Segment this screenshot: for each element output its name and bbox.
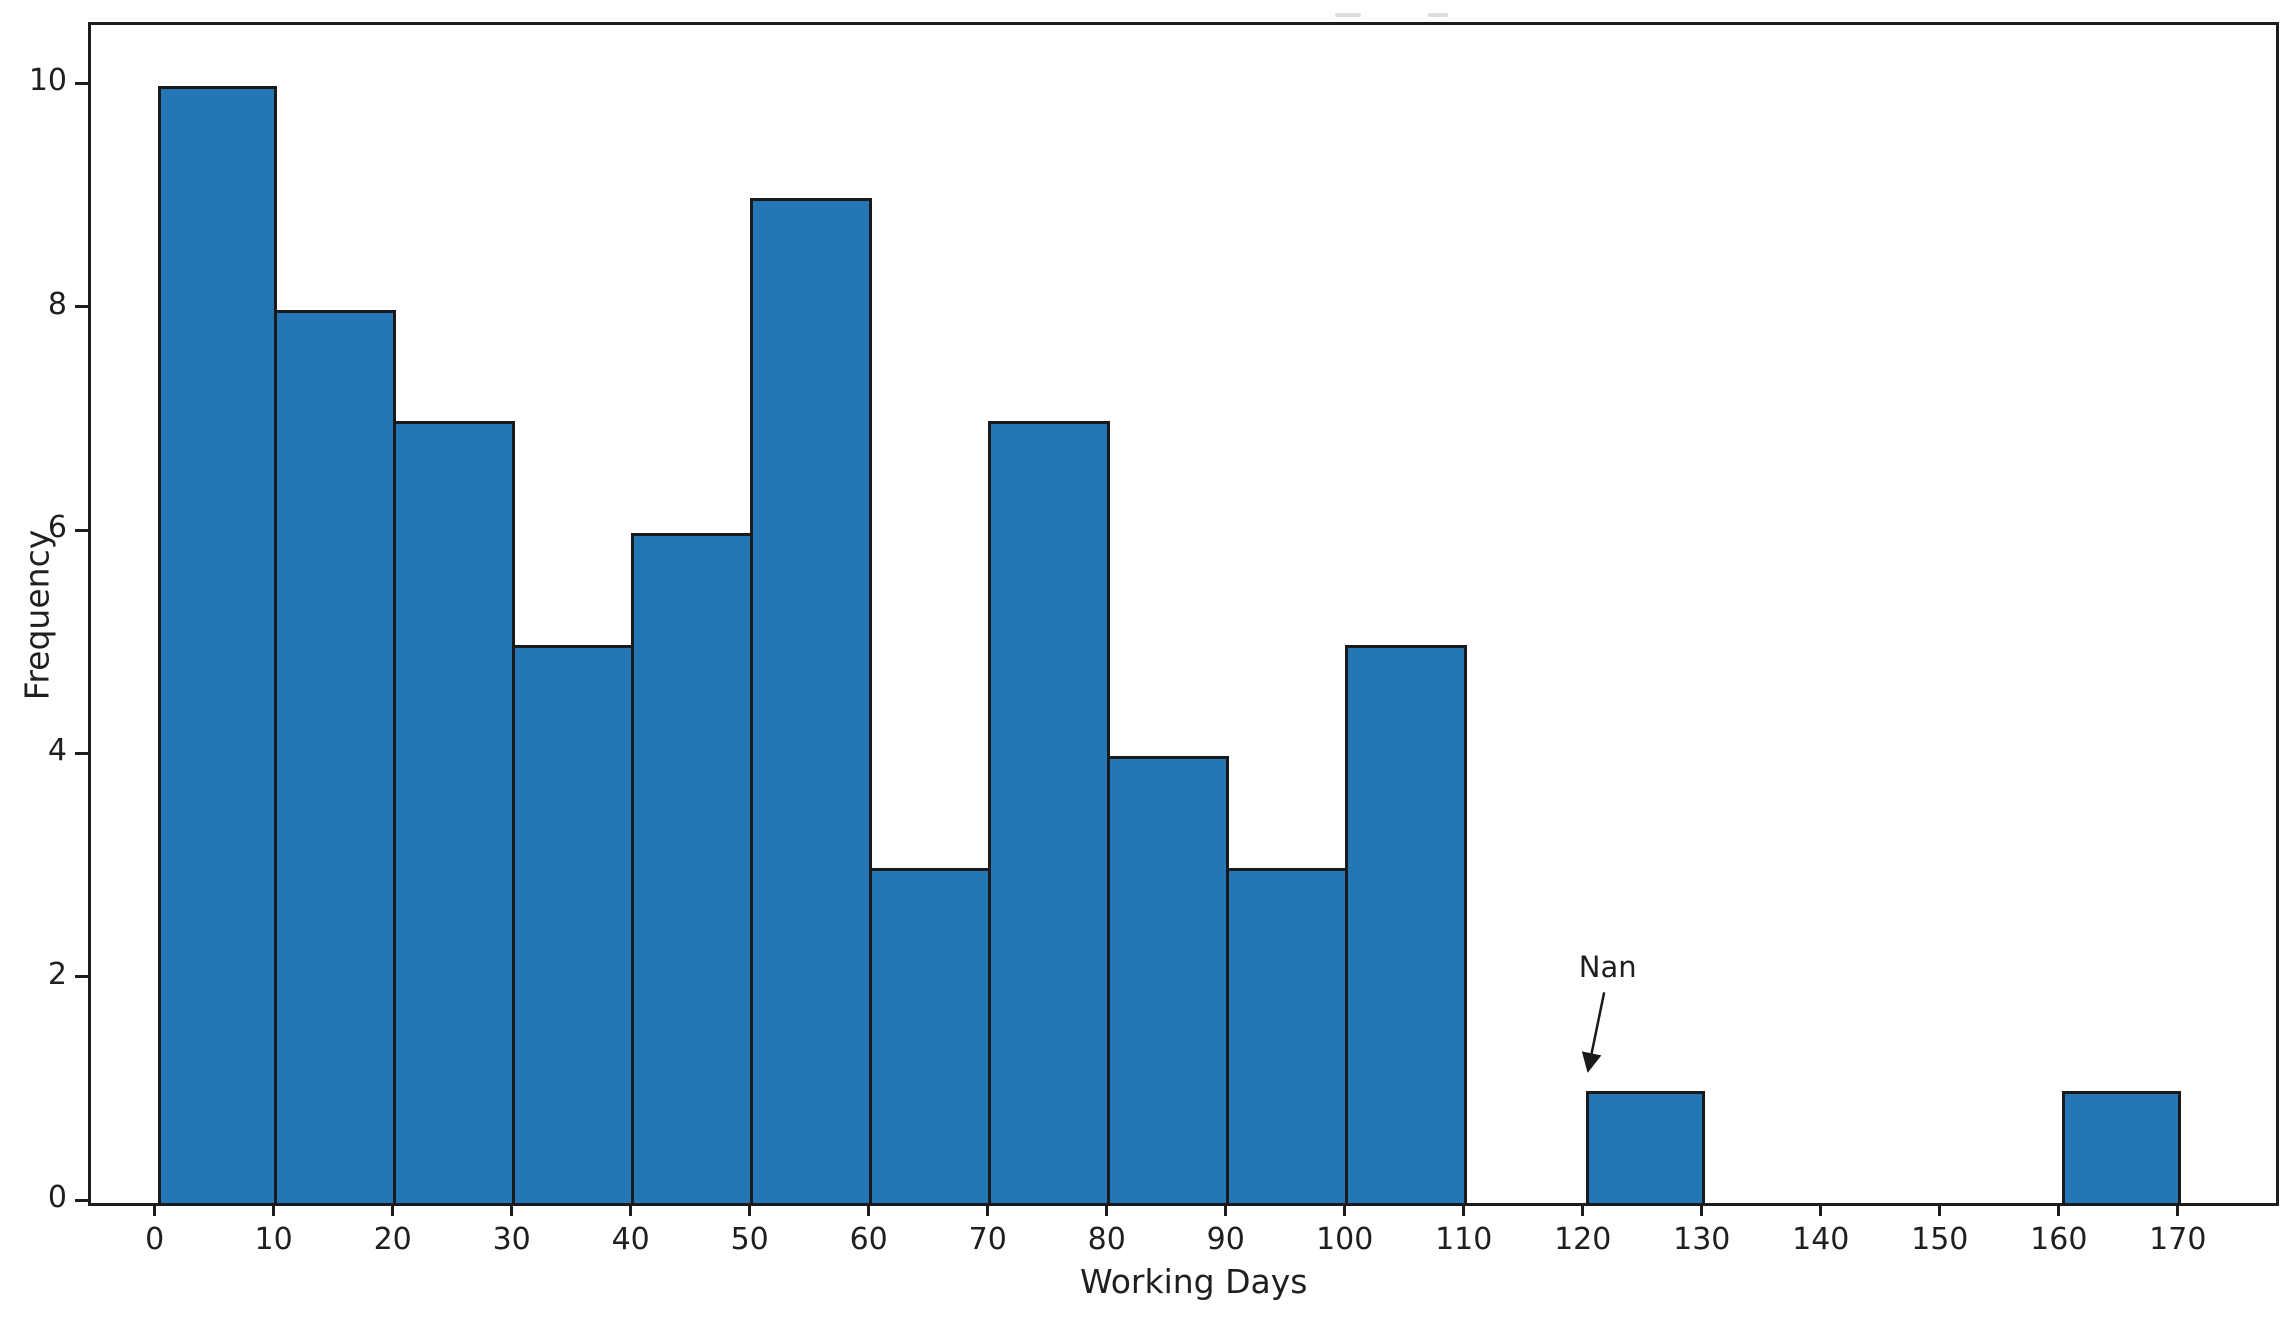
x-tick	[1462, 1203, 1466, 1216]
x-tick-label: 10	[254, 1222, 293, 1257]
histogram-bar	[1106, 756, 1229, 1206]
x-tick-label: 150	[1911, 1222, 1969, 1257]
x-tick	[272, 1203, 276, 1216]
x-tick	[1938, 1203, 1942, 1216]
histogram-bar	[273, 309, 396, 1206]
x-tick	[867, 1203, 871, 1216]
histogram-bar	[868, 868, 991, 1206]
y-tick-label: 8	[47, 286, 67, 322]
y-tick-label: 10	[28, 63, 67, 99]
x-tick	[1700, 1203, 1704, 1216]
x-tick-label: 140	[1792, 1222, 1850, 1257]
x-tick-label: 20	[373, 1222, 412, 1257]
top-artifact-dash	[1335, 13, 1361, 17]
x-tick	[2057, 1203, 2061, 1216]
x-tick	[748, 1203, 752, 1216]
x-tick	[1343, 1203, 1347, 1216]
histogram-bar	[1585, 1091, 1705, 1206]
y-tick	[75, 81, 88, 85]
annotation-nan-text: Nan	[1578, 949, 1637, 984]
x-tick	[153, 1203, 157, 1216]
histogram-bar	[987, 421, 1110, 1206]
x-tick-label: 0	[145, 1222, 165, 1257]
x-tick	[1819, 1203, 1823, 1216]
x-tick	[2176, 1203, 2180, 1216]
histogram-bar	[511, 644, 634, 1206]
x-tick-label: 130	[1673, 1222, 1731, 1257]
y-tick-label: 6	[47, 510, 67, 546]
x-tick-label: 90	[1206, 1222, 1245, 1257]
y-tick-label: 4	[47, 733, 67, 769]
histogram-bar	[630, 533, 753, 1206]
histogram-bar	[392, 421, 515, 1206]
x-tick	[510, 1203, 514, 1216]
y-axis-label: Frequency	[17, 529, 57, 701]
y-tick	[75, 975, 88, 979]
x-tick-label: 170	[2149, 1222, 2207, 1257]
histogram-bar	[749, 198, 872, 1206]
x-tick-label: 80	[1087, 1222, 1126, 1257]
x-tick	[1105, 1203, 1109, 1216]
x-tick-label: 110	[1435, 1222, 1493, 1257]
histogram-bar	[1225, 868, 1348, 1206]
x-tick-label: 40	[611, 1222, 650, 1257]
x-axis-label: Working Days	[1080, 1262, 1308, 1301]
x-tick-label: 70	[968, 1222, 1007, 1257]
x-tick-label: 100	[1316, 1222, 1374, 1257]
y-tick	[75, 528, 88, 532]
histogram-bar	[1344, 644, 1467, 1206]
top-artifact-dash	[1428, 13, 1448, 17]
x-tick-label: 120	[1554, 1222, 1612, 1257]
x-tick-label: 160	[2030, 1222, 2088, 1257]
x-tick	[1224, 1203, 1228, 1216]
y-tick	[75, 751, 88, 755]
x-tick-label: 30	[492, 1222, 531, 1257]
y-tick	[75, 305, 88, 309]
x-tick-label: 50	[730, 1222, 769, 1257]
x-tick	[986, 1203, 990, 1216]
x-tick-label: 60	[849, 1222, 888, 1257]
x-tick	[629, 1203, 633, 1216]
y-tick-label: 0	[47, 1180, 67, 1215]
histogram-bar	[157, 86, 277, 1206]
y-tick	[75, 1198, 88, 1202]
x-tick	[1581, 1203, 1585, 1216]
x-tick	[391, 1203, 395, 1216]
y-tick-label: 2	[47, 956, 67, 992]
plot-area	[88, 22, 2279, 1206]
histogram-bar	[2061, 1091, 2181, 1206]
